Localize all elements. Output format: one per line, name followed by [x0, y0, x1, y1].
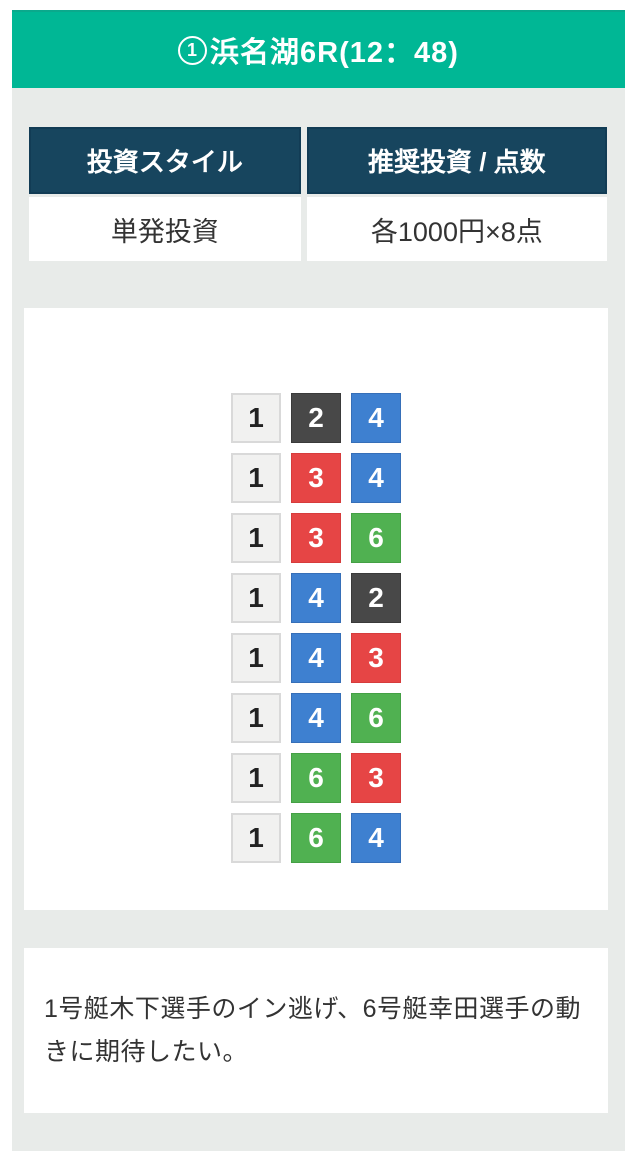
- boat-number-cell: 1: [231, 813, 281, 863]
- boat-number-cell: 6: [351, 513, 401, 563]
- boat-number-cell: 3: [351, 753, 401, 803]
- cell-invest-style: 単発投資: [29, 197, 301, 261]
- boat-number-cell: 6: [291, 813, 341, 863]
- boat-number-cell: 2: [351, 573, 401, 623]
- column-header-recommended-bet: 推奨投資 / 点数: [306, 127, 607, 194]
- race-number-badge-icon: 1: [178, 35, 208, 65]
- boat-number-cell: 1: [231, 393, 281, 443]
- boat-number-cell: 3: [291, 513, 341, 563]
- investment-table: 投資スタイル 推奨投資 / 点数 単発投資 各1000円×8点: [29, 127, 607, 261]
- boat-number-cell: 4: [291, 693, 341, 743]
- boat-number-cell: 4: [291, 633, 341, 683]
- boat-number-cell: 1: [231, 453, 281, 503]
- boat-number-cell: 6: [351, 693, 401, 743]
- boat-number-cell: 1: [231, 693, 281, 743]
- boat-number-cell: 3: [291, 453, 341, 503]
- boat-number-cell: 2: [291, 393, 341, 443]
- boat-number-cell: 6: [291, 753, 341, 803]
- boat-number-cell: 4: [291, 573, 341, 623]
- boat-number-cell: 1: [231, 633, 281, 683]
- race-card: 1 浜名湖6R(12：48) 投資スタイル 推奨投資 / 点数 単発投資 各10…: [12, 10, 625, 1151]
- boat-number-cell: 4: [351, 453, 401, 503]
- race-title: 浜名湖6R(12：48): [210, 37, 459, 69]
- column-header-invest-style: 投資スタイル: [29, 127, 301, 194]
- cell-recommended-bet: 各1000円×8点: [306, 197, 607, 261]
- boat-number-cell: 1: [231, 573, 281, 623]
- prediction-comment: 1号艇木下選手のイン逃げ、6号艇幸田選手の動きに期待したい。: [24, 948, 608, 1113]
- boat-number-cell: 1: [231, 753, 281, 803]
- boat-number-cell: 3: [351, 633, 401, 683]
- boat-number-cell: 1: [231, 513, 281, 563]
- race-header: 1 浜名湖6R(12：48): [12, 10, 625, 88]
- boat-number-cell: 4: [351, 813, 401, 863]
- boat-number-cell: 4: [351, 393, 401, 443]
